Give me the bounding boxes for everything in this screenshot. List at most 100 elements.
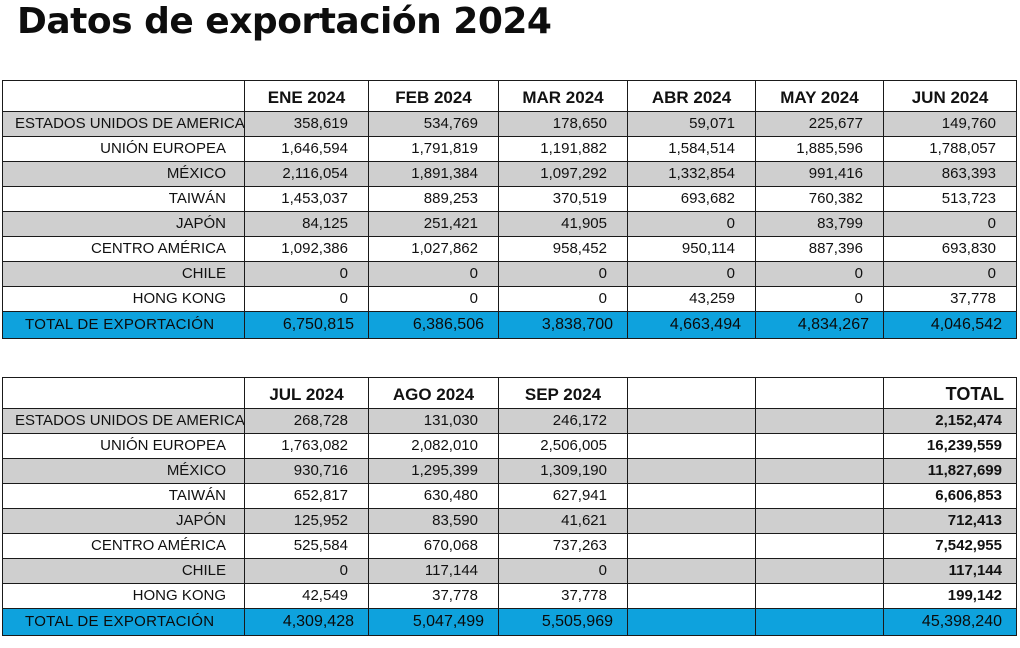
value-cell: 930,716 bbox=[244, 458, 369, 484]
table-row-taiwan: TAIWÁN 1,453,037 889,253 370,519 693,682 760,… bbox=[2, 186, 1017, 212]
value-cell: 0 bbox=[244, 261, 369, 287]
value-cell: 1,584,514 bbox=[627, 136, 756, 162]
value-cell: 2,082,010 bbox=[368, 433, 499, 459]
table-row-estados-unidos-de-america: ESTADOS UNIDOS DE AMERICA 358,619 534,769 1… bbox=[2, 111, 1017, 137]
value-cell: 246,172 bbox=[498, 408, 628, 434]
header-empty-cell bbox=[627, 377, 756, 409]
value-cell: 0 bbox=[498, 261, 628, 287]
page-title: Datos de exportación 2024 bbox=[17, 1, 552, 42]
country-label: ESTADOS UNIDOS DE AMERICA bbox=[2, 408, 245, 434]
value-cell: 0 bbox=[244, 286, 369, 312]
empty-cell bbox=[755, 458, 884, 484]
country-label: UNIÓN EUROPEA bbox=[2, 433, 245, 459]
empty-cell bbox=[627, 583, 756, 609]
row-total-cell: 11,827,699 bbox=[883, 458, 1017, 484]
empty-cell bbox=[627, 608, 756, 636]
row-total-cell: 117,144 bbox=[883, 558, 1017, 584]
value-cell: 41,621 bbox=[498, 508, 628, 534]
country-label: MÉXICO bbox=[2, 161, 245, 187]
empty-cell bbox=[755, 558, 884, 584]
export-table-jul-sep-total: JUL 2024 AGO 2024 SEP 2024 TOTAL ESTADOS UNI… bbox=[2, 377, 1017, 636]
header-empty-cell bbox=[755, 377, 884, 409]
empty-cell bbox=[755, 583, 884, 609]
value-cell: 1,027,862 bbox=[368, 236, 499, 262]
empty-cell bbox=[627, 508, 756, 534]
value-cell: 652,817 bbox=[244, 483, 369, 509]
value-cell: 958,452 bbox=[498, 236, 628, 262]
country-label: ESTADOS UNIDOS DE AMERICA bbox=[2, 111, 245, 137]
header-abr-2024: ABR 2024 bbox=[627, 80, 756, 112]
header-ago-2024: AGO 2024 bbox=[368, 377, 499, 409]
value-cell: 2,506,005 bbox=[498, 433, 628, 459]
table-row-estados-unidos-de-america: ESTADOS UNIDOS DE AMERICA 268,728 131,030 2… bbox=[2, 408, 1017, 434]
empty-cell bbox=[627, 533, 756, 559]
total-value-cell: 5,047,499 bbox=[368, 608, 499, 636]
value-cell: 513,723 bbox=[883, 186, 1017, 212]
header-row: JUL 2024 AGO 2024 SEP 2024 TOTAL bbox=[2, 377, 1017, 409]
value-cell: 950,114 bbox=[627, 236, 756, 262]
empty-cell bbox=[755, 483, 884, 509]
table-row-mexico: MÉXICO 2,116,054 1,891,384 1,097,292 1,332,8… bbox=[2, 161, 1017, 187]
value-cell: 627,941 bbox=[498, 483, 628, 509]
total-export-row: TOTAL DE EXPORTACIÓN 4,309,428 5,047,499 5,… bbox=[2, 608, 1017, 636]
header-ene-2024: ENE 2024 bbox=[244, 80, 369, 112]
empty-cell bbox=[755, 408, 884, 434]
value-cell: 760,382 bbox=[755, 186, 884, 212]
country-label: CHILE bbox=[2, 558, 245, 584]
value-cell: 887,396 bbox=[755, 236, 884, 262]
header-sep-2024: SEP 2024 bbox=[498, 377, 628, 409]
row-total-cell: 6,606,853 bbox=[883, 483, 1017, 509]
header-may-2024: MAY 2024 bbox=[755, 80, 884, 112]
value-cell: 178,650 bbox=[498, 111, 628, 137]
value-cell: 1,791,819 bbox=[368, 136, 499, 162]
value-cell: 693,682 bbox=[627, 186, 756, 212]
value-cell: 83,590 bbox=[368, 508, 499, 534]
value-cell: 693,830 bbox=[883, 236, 1017, 262]
table-row-hong-kong: HONG KONG 42,549 37,778 37,778 199,142 bbox=[2, 583, 1017, 609]
total-export-label: TOTAL DE EXPORTACIÓN bbox=[2, 608, 245, 636]
country-label: TAIWÁN bbox=[2, 483, 245, 509]
value-cell: 0 bbox=[498, 558, 628, 584]
value-cell: 0 bbox=[627, 261, 756, 287]
value-cell: 670,068 bbox=[368, 533, 499, 559]
empty-cell bbox=[627, 458, 756, 484]
empty-cell bbox=[755, 608, 884, 636]
value-cell: 1,097,292 bbox=[498, 161, 628, 187]
row-total-cell: 2,152,474 bbox=[883, 408, 1017, 434]
country-label: JAPÓN bbox=[2, 211, 245, 237]
total-value-cell: 5,505,969 bbox=[498, 608, 628, 636]
value-cell: 863,393 bbox=[883, 161, 1017, 187]
value-cell: 737,263 bbox=[498, 533, 628, 559]
value-cell: 41,905 bbox=[498, 211, 628, 237]
country-label: CHILE bbox=[2, 261, 245, 287]
value-cell: 84,125 bbox=[244, 211, 369, 237]
value-cell: 37,778 bbox=[498, 583, 628, 609]
country-label: JAPÓN bbox=[2, 508, 245, 534]
value-cell: 0 bbox=[368, 286, 499, 312]
value-cell: 43,259 bbox=[627, 286, 756, 312]
value-cell: 268,728 bbox=[244, 408, 369, 434]
total-value-cell: 6,750,815 bbox=[244, 311, 369, 339]
value-cell: 358,619 bbox=[244, 111, 369, 137]
header-jul-2024: JUL 2024 bbox=[244, 377, 369, 409]
value-cell: 59,071 bbox=[627, 111, 756, 137]
country-label: HONG KONG bbox=[2, 286, 245, 312]
empty-cell bbox=[755, 533, 884, 559]
value-cell: 525,584 bbox=[244, 533, 369, 559]
table-row-japon: JAPÓN 125,952 83,590 41,621 712,413 bbox=[2, 508, 1017, 534]
value-cell: 991,416 bbox=[755, 161, 884, 187]
row-total-cell: 712,413 bbox=[883, 508, 1017, 534]
value-cell: 2,116,054 bbox=[244, 161, 369, 187]
value-cell: 225,677 bbox=[755, 111, 884, 137]
value-cell: 117,144 bbox=[368, 558, 499, 584]
value-cell: 37,778 bbox=[368, 583, 499, 609]
total-export-label: TOTAL DE EXPORTACIÓN bbox=[2, 311, 245, 339]
total-value-cell: 4,663,494 bbox=[627, 311, 756, 339]
value-cell: 370,519 bbox=[498, 186, 628, 212]
value-cell: 42,549 bbox=[244, 583, 369, 609]
value-cell: 0 bbox=[883, 261, 1017, 287]
country-label: MÉXICO bbox=[2, 458, 245, 484]
value-cell: 534,769 bbox=[368, 111, 499, 137]
table-row-chile: CHILE 0 117,144 0 117,144 bbox=[2, 558, 1017, 584]
total-value-cell: 4,046,542 bbox=[883, 311, 1017, 339]
